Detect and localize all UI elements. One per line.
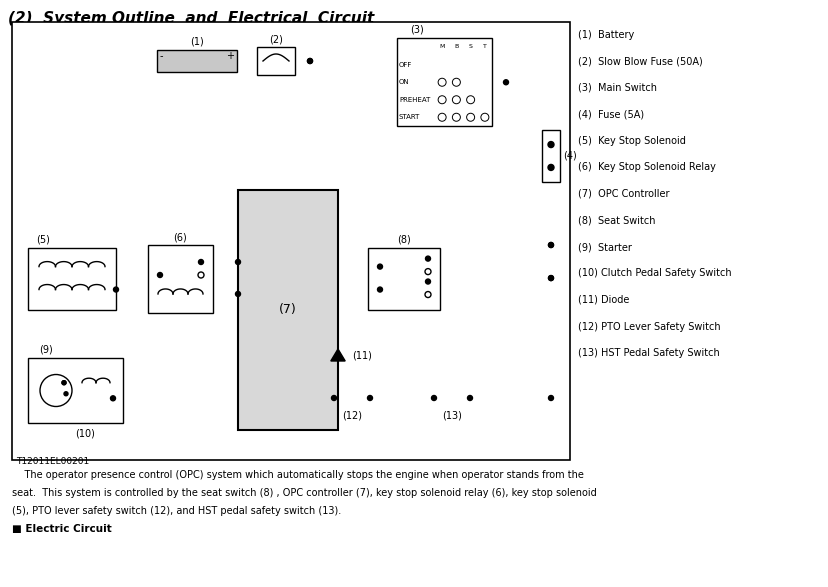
Text: (8): (8): [397, 235, 411, 245]
Bar: [28, 248, 116, 310]
Circle shape: [437, 96, 445, 104]
Text: (5)  Key Stop Solenoid: (5) Key Stop Solenoid: [577, 136, 685, 146]
Circle shape: [377, 264, 382, 269]
Text: (4)  Fuse (5A): (4) Fuse (5A): [577, 110, 643, 120]
Text: (11): (11): [352, 350, 372, 360]
Polygon shape: [330, 349, 344, 361]
Circle shape: [331, 396, 336, 400]
Circle shape: [452, 96, 460, 104]
Text: (13) HST Pedal Safety Switch: (13) HST Pedal Safety Switch: [577, 348, 719, 358]
Text: (11) Diode: (11) Diode: [577, 295, 628, 305]
Text: (2): (2): [269, 34, 282, 44]
Circle shape: [437, 113, 445, 122]
Bar: [28, 358, 123, 423]
Circle shape: [452, 113, 460, 122]
Circle shape: [113, 287, 118, 292]
Text: B: B: [454, 45, 458, 49]
Circle shape: [198, 259, 203, 265]
Text: (3): (3): [410, 25, 423, 35]
Text: (7)  OPC Controller: (7) OPC Controller: [577, 189, 669, 199]
Text: (13): (13): [441, 410, 461, 420]
Text: (6): (6): [173, 232, 187, 242]
Bar: [12, 22, 570, 460]
Circle shape: [466, 96, 474, 104]
Text: START: START: [398, 114, 420, 120]
Text: (9): (9): [39, 345, 53, 355]
Circle shape: [452, 78, 460, 86]
Text: The operator presence control (OPC) system which automatically stops the engine : The operator presence control (OPC) syst…: [12, 470, 583, 480]
Text: T: T: [483, 45, 486, 49]
Text: (3)  Main Switch: (3) Main Switch: [577, 83, 657, 93]
Circle shape: [548, 396, 553, 400]
Circle shape: [40, 375, 72, 407]
Text: ON: ON: [398, 79, 409, 85]
Circle shape: [64, 392, 68, 396]
Circle shape: [548, 275, 553, 281]
Circle shape: [307, 59, 312, 63]
Text: (1)  Battery: (1) Battery: [577, 30, 633, 40]
Circle shape: [307, 59, 312, 63]
Text: S: S: [468, 45, 472, 49]
Text: seat.  This system is controlled by the seat switch (8) , OPC controller (7), ke: seat. This system is controlled by the s…: [12, 488, 596, 498]
Text: (6)  Key Stop Solenoid Relay: (6) Key Stop Solenoid Relay: [577, 163, 715, 173]
Circle shape: [157, 272, 162, 278]
Text: (12): (12): [342, 410, 362, 420]
Text: (5), PTO lever safety switch (12), and HST pedal safety switch (13).: (5), PTO lever safety switch (12), and H…: [12, 506, 341, 516]
Circle shape: [548, 242, 553, 248]
Circle shape: [548, 275, 553, 281]
Text: (10) Clutch Pedal Safety Switch: (10) Clutch Pedal Safety Switch: [577, 268, 731, 278]
Circle shape: [235, 259, 240, 265]
Circle shape: [425, 279, 430, 284]
Text: +: +: [226, 51, 233, 61]
Circle shape: [547, 141, 553, 147]
Circle shape: [547, 164, 553, 170]
Circle shape: [377, 287, 382, 292]
Bar: [238, 190, 338, 430]
Bar: [257, 47, 295, 75]
Circle shape: [548, 242, 553, 248]
Circle shape: [431, 396, 436, 400]
Text: M: M: [439, 45, 445, 49]
Text: (2)  System Outline  and  Electrical  Circuit: (2) System Outline and Electrical Circui…: [8, 11, 373, 26]
Circle shape: [425, 256, 430, 261]
Text: (10): (10): [75, 428, 95, 438]
Circle shape: [503, 80, 508, 85]
Circle shape: [425, 269, 431, 275]
Text: (9)  Starter: (9) Starter: [577, 242, 631, 252]
Circle shape: [198, 272, 204, 278]
Bar: [397, 38, 491, 126]
Circle shape: [467, 396, 472, 400]
Text: (2)  Slow Blow Fuse (50A): (2) Slow Blow Fuse (50A): [577, 56, 702, 66]
Circle shape: [367, 396, 372, 400]
Circle shape: [437, 78, 445, 86]
Text: (5): (5): [36, 235, 50, 245]
Circle shape: [62, 381, 66, 384]
Circle shape: [466, 113, 474, 122]
Circle shape: [110, 396, 115, 401]
Text: PREHEAT: PREHEAT: [398, 97, 430, 103]
Bar: [368, 248, 440, 310]
Bar: [156, 50, 237, 72]
Text: (8)  Seat Switch: (8) Seat Switch: [577, 215, 655, 225]
Text: (4): (4): [562, 151, 576, 161]
Circle shape: [480, 113, 489, 122]
Text: (7): (7): [279, 303, 296, 316]
Text: OFF: OFF: [398, 62, 412, 68]
Circle shape: [235, 292, 240, 296]
Text: -: -: [160, 51, 163, 61]
Text: ■ Electric Circuit: ■ Electric Circuit: [12, 524, 112, 534]
Bar: [542, 130, 560, 182]
Text: T12011EL00201: T12011EL00201: [16, 457, 89, 466]
Bar: [148, 245, 213, 313]
Circle shape: [62, 381, 66, 384]
Circle shape: [425, 292, 431, 298]
Text: (12) PTO Lever Safety Switch: (12) PTO Lever Safety Switch: [577, 322, 720, 332]
Text: (1): (1): [190, 37, 204, 47]
